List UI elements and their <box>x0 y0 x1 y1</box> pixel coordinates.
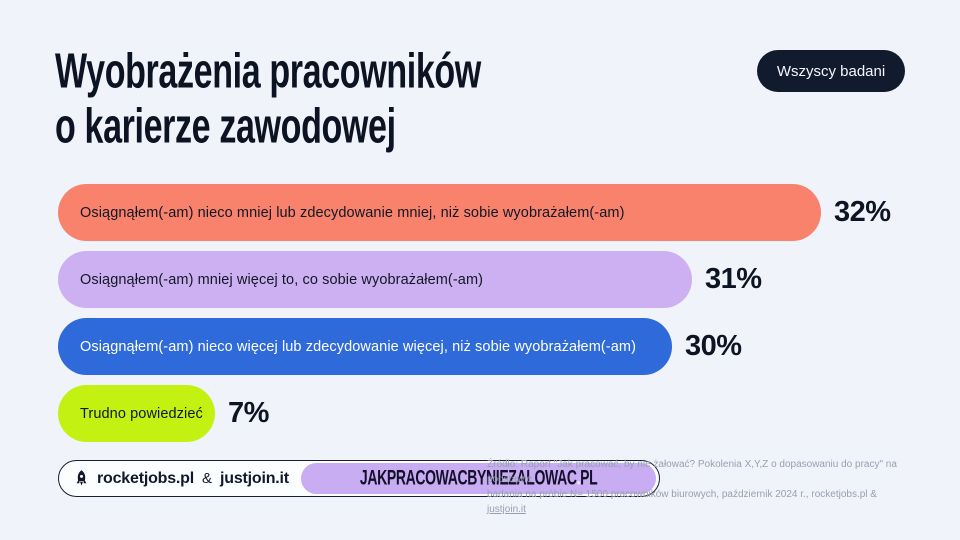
bar-value: 31% <box>705 263 762 295</box>
bar-segment[interactable]: Osiągnąłem(-am) nieco mniej lub zdecydow… <box>58 184 821 241</box>
bar-row: Osiągnąłem(-am) mniej więcej to, co sobi… <box>58 251 918 308</box>
bar-row: Osiągnąłem(-am) nieco więcej lub zdecydo… <box>58 318 918 375</box>
bar-label: Osiągnąłem(-am) mniej więcej to, co sobi… <box>80 271 484 288</box>
page-title-line2: o karierze zawodowej <box>55 98 396 154</box>
bar-label: Trudno powiedzieć <box>80 405 203 422</box>
page-title-line1: Wyobrażenia pracowników <box>55 42 481 99</box>
bar-label: Osiągnąłem(-am) nieco więcej lub zdecydo… <box>80 338 636 355</box>
bar-segment[interactable]: Trudno powiedzieć <box>58 385 215 442</box>
brand-footer-pill: rocketjobs.pl & justjoin.it JAKPRACOWACB… <box>58 460 661 497</box>
brand-separator: & <box>201 470 212 487</box>
page-title: Wyobrażenia pracowników o karierze zawod… <box>55 42 481 154</box>
justjoin-logo[interactable]: justjoin.it <box>220 469 289 487</box>
source-line2: badania na próbie N= 1500 pracowników bi… <box>487 489 877 500</box>
bar-value: 32% <box>834 196 891 228</box>
bar-value: 30% <box>685 330 742 362</box>
bar-label: Osiągnąłem(-am) nieco mniej lub zdecydow… <box>80 204 625 221</box>
source-note: Źródło: Raport "Jak pracować, by nie żał… <box>487 457 917 517</box>
bar-segment[interactable]: Osiągnąłem(-am) nieco więcej lub zdecydo… <box>58 318 672 375</box>
rocket-icon <box>72 469 91 488</box>
audience-filter-badge[interactable]: Wszyscy badani <box>757 50 905 92</box>
campaign-pill-label: JAKPRACOWACBYNIEZALOWAC.PL <box>359 466 598 490</box>
bar-segment[interactable]: Osiągnąłem(-am) mniej więcej to, co sobi… <box>58 251 692 308</box>
bar-row: Osiągnąłem(-am) nieco mniej lub zdecydow… <box>58 184 918 241</box>
bar-value: 7% <box>228 397 269 429</box>
campaign-dot: . <box>576 466 581 490</box>
bar-row: Trudno powiedzieć 7% <box>58 385 918 442</box>
bar-chart: Osiągnąłem(-am) nieco mniej lub zdecydow… <box>58 184 918 452</box>
rocketjobs-logo[interactable]: rocketjobs.pl <box>97 469 194 487</box>
source-link-justjoin[interactable]: justjoin.it <box>487 504 526 515</box>
source-line1: Źródło: Raport "Jak pracować, by nie żał… <box>487 459 897 485</box>
campaign-pill[interactable]: JAKPRACOWACBYNIEZALOWAC.PL <box>300 463 657 494</box>
